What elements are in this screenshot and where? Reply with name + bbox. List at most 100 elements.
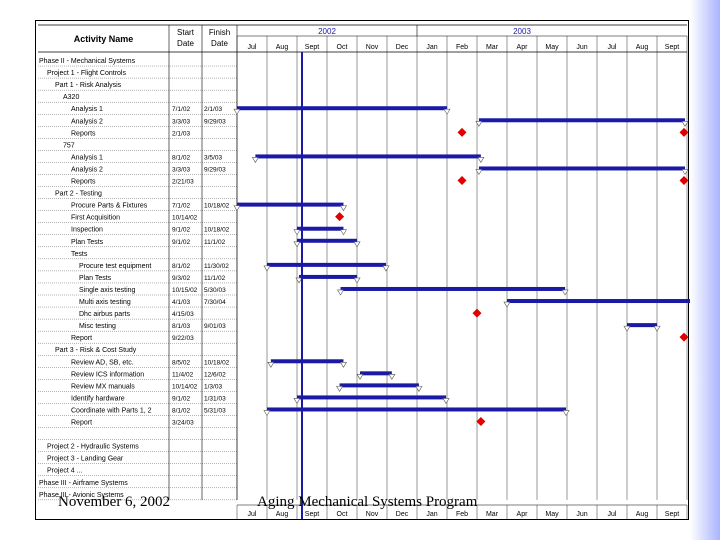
- activity-finish: 9/01/03: [204, 323, 226, 330]
- activity-name: Analysis 2: [71, 118, 103, 125]
- task-end-marker: [339, 229, 347, 236]
- header-month: Sept: [665, 44, 679, 51]
- task-bar: [627, 323, 657, 328]
- activity-start: 2/21/03: [172, 179, 194, 186]
- task-start-marker: [263, 265, 271, 272]
- task-end-marker: [477, 157, 485, 164]
- header-month: Jun: [576, 44, 587, 51]
- activity-start: 3/24/03: [172, 420, 194, 427]
- activity-start: 8/1/02: [172, 154, 190, 161]
- footer-month: Jan: [426, 511, 437, 518]
- task-start-marker: [267, 361, 275, 368]
- activity-name: Analysis 2: [71, 166, 103, 173]
- gantt-chart-panel: Activity Name Start Date Finish Date 2002 2003…: [35, 20, 690, 520]
- activity-name: Report: [71, 335, 92, 342]
- milestone-diamond: [457, 127, 467, 137]
- footer-date: November 6, 2002: [58, 494, 171, 510]
- activity-start: 9/1/02: [172, 227, 190, 234]
- activity-name: Project 1 - Flight Controls: [47, 70, 126, 77]
- task-end-marker: [561, 289, 569, 296]
- activity-start: 4/15/03: [172, 311, 194, 318]
- task-end-marker: [681, 120, 689, 127]
- activity-finish: 2/1/03: [204, 106, 222, 113]
- milestone-diamond: [472, 308, 482, 318]
- footer-month: Sept: [305, 511, 319, 518]
- task-bar: [267, 262, 386, 267]
- task-start-marker: [233, 205, 241, 212]
- task-start-marker: [293, 241, 301, 248]
- header-month: Aug: [636, 44, 649, 51]
- activity-start: 2/1/03: [172, 130, 190, 137]
- header-month: Oct: [337, 44, 348, 51]
- activity-start: 4/1/03: [172, 299, 190, 306]
- footer-month: May: [545, 511, 559, 518]
- activity-name: Review AD, SB, etc.: [71, 359, 134, 366]
- task-start-marker: [251, 157, 259, 164]
- activity-name: Analysis 1: [71, 154, 103, 161]
- header-finish: Finish: [209, 28, 230, 37]
- activity-name: Report: [71, 420, 92, 427]
- task-end-marker: [415, 386, 423, 392]
- activity-name: Project 4 ...: [47, 468, 82, 475]
- task-bar: [297, 226, 344, 231]
- header-start: Start: [177, 28, 195, 37]
- footer-month: Sept: [665, 511, 679, 518]
- activity-name: Part 3 - Risk & Cost Study: [55, 347, 137, 354]
- task-start-marker: [475, 120, 483, 127]
- task-end-marker: [382, 265, 390, 272]
- activity-name: Project 2 - Hydraulic Systems: [47, 444, 139, 451]
- task-end-marker: [353, 277, 361, 284]
- task-start-marker: [623, 325, 631, 332]
- task-end-marker: [443, 108, 451, 115]
- activity-start: 8/1/03: [172, 323, 190, 330]
- task-end-marker: [681, 169, 689, 176]
- activity-name: Phase III - Avionic Systems: [39, 492, 124, 499]
- footer-title: Aging Mechanical Systems Program: [257, 494, 478, 510]
- activity-start: 7/1/02: [172, 106, 190, 113]
- header-start: Date: [177, 39, 194, 48]
- task-bar: [507, 299, 690, 304]
- activity-name: 757: [63, 142, 75, 149]
- task-start-marker: [263, 410, 271, 417]
- activity-finish: 5/30/03: [204, 287, 226, 294]
- activity-finish: 1/3/03: [204, 383, 222, 390]
- activity-start: 8/1/02: [172, 407, 190, 414]
- gantt-chart: Activity Name Start Date Finish Date 2002 2003…: [38, 24, 690, 519]
- header-month: Dec: [396, 44, 409, 51]
- activity-start: 10/15/02: [172, 287, 198, 294]
- task-bar: [360, 371, 392, 376]
- header-month: Jul: [608, 44, 617, 51]
- milestone-diamond: [679, 127, 689, 137]
- task-bar: [270, 359, 344, 364]
- activity-finish: 11/1/02: [204, 239, 226, 246]
- header-month: Jul: [248, 44, 257, 51]
- header-month: Feb: [456, 44, 468, 51]
- task-start-marker: [295, 277, 303, 284]
- activity-name: Dhc airbus parts: [79, 311, 130, 318]
- task-start-marker: [293, 398, 301, 405]
- activity-name: Misc testing: [79, 323, 116, 330]
- activity-finish: 10/18/02: [204, 227, 230, 234]
- task-start-marker: [356, 374, 364, 380]
- task-bar: [297, 395, 447, 400]
- task-start-marker: [475, 169, 483, 176]
- activity-name: Phase II - Mechanical Systems: [39, 58, 136, 65]
- milestone-diamond: [335, 212, 345, 222]
- activity-name: Plan Tests: [71, 239, 104, 246]
- activity-start: 9/22/03: [172, 335, 194, 342]
- activity-start: 10/14/02: [172, 383, 198, 390]
- activity-start: 9/1/02: [172, 239, 190, 246]
- activity-name: Review MX manuals: [71, 383, 135, 390]
- activity-name: Part 2 - Testing: [55, 191, 102, 198]
- header-finish: Date: [211, 39, 228, 48]
- activity-finish: 10/18/02: [204, 203, 230, 210]
- activity-finish: 12/6/02: [204, 371, 226, 378]
- task-bar: [339, 383, 419, 388]
- header-month: Jan: [426, 44, 437, 51]
- activity-name: Procure test equipment: [79, 263, 151, 270]
- milestone-diamond: [457, 176, 467, 186]
- activity-start: 9/1/02: [172, 395, 190, 402]
- task-end-marker: [653, 325, 661, 332]
- activity-start: 3/3/03: [172, 166, 190, 173]
- milestone-diamond: [679, 332, 689, 342]
